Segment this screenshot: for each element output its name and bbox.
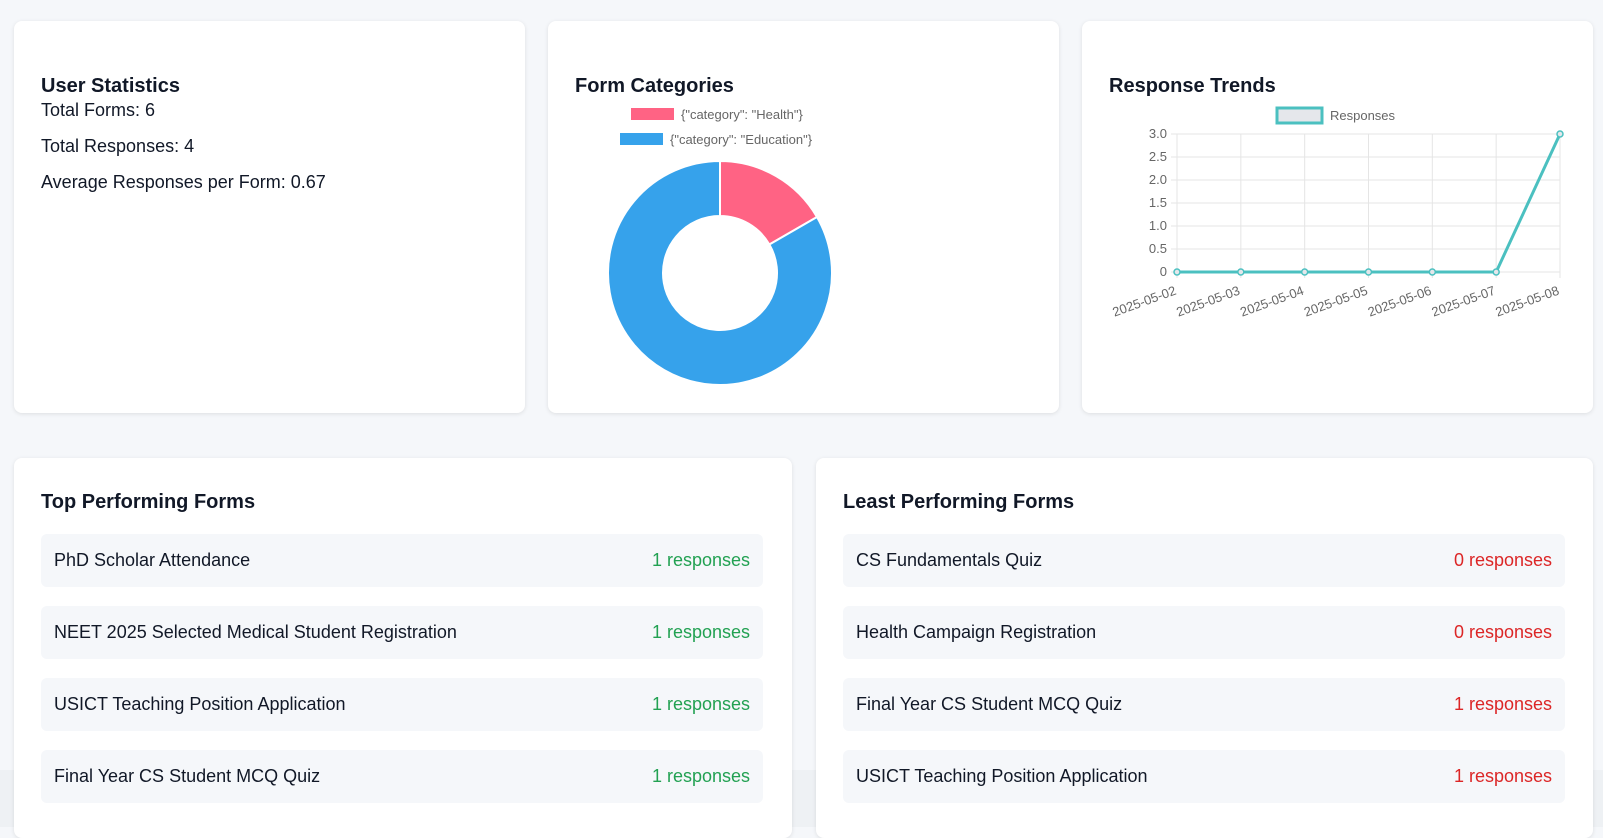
responses-legend-label: Responses bbox=[1330, 108, 1396, 123]
y-tick-label: 2.0 bbox=[1149, 172, 1167, 187]
response-count: 0 responses bbox=[1453, 622, 1552, 642]
y-tick-label: 0.5 bbox=[1149, 241, 1167, 256]
data-point[interactable] bbox=[1556, 130, 1564, 138]
form-categories-chart: {"category": "Health"} {"category": "Educ… bbox=[607, 107, 833, 386]
x-tick-label: 2025-05-06 bbox=[1366, 283, 1434, 320]
y-tick-label: 0 bbox=[1160, 264, 1167, 279]
data-point[interactable] bbox=[1428, 268, 1437, 276]
average-responses-stat: Average Responses per Form: 0.67 bbox=[41, 172, 326, 192]
y-tick-label: 2.5 bbox=[1149, 149, 1167, 164]
list-item[interactable]: NEET 2025 Selected Medical Student Regis… bbox=[41, 606, 763, 659]
top-performing-list: PhD Scholar Attendance 1 responses NEET … bbox=[41, 534, 763, 822]
x-tick-label: 2025-05-07 bbox=[1430, 283, 1498, 320]
form-name: NEET 2025 Selected Medical Student Regis… bbox=[54, 622, 457, 642]
form-categories-card: Form Categories {"category": "Health"} {"… bbox=[548, 21, 1059, 413]
list-item[interactable]: USICT Teaching Position Application 1 re… bbox=[843, 750, 1565, 803]
x-tick-label: 2025-05-08 bbox=[1493, 283, 1561, 320]
response-count: 1 responses bbox=[1453, 766, 1552, 786]
pie-legend-swatch bbox=[620, 133, 663, 145]
x-tick-label: 2025-05-04 bbox=[1238, 283, 1306, 320]
response-trends-chart: Responses 00.51.01.52.02.53.02025-05-022… bbox=[1110, 106, 1564, 320]
responses-legend-swatch bbox=[1275, 106, 1324, 125]
form-name: CS Fundamentals Quiz bbox=[856, 550, 1043, 570]
list-item[interactable]: USICT Teaching Position Application 1 re… bbox=[41, 678, 763, 731]
response-trends-title: Response Trends bbox=[1109, 75, 1276, 97]
total-responses-stat: Total Responses: 4 bbox=[41, 136, 195, 156]
list-item[interactable]: Health Campaign Registration 0 responses bbox=[843, 606, 1565, 659]
response-count: 0 responses bbox=[1453, 550, 1552, 570]
response-count: 1 responses bbox=[651, 766, 750, 786]
form-name: Health Campaign Registration bbox=[856, 622, 1097, 642]
list-item[interactable]: CS Fundamentals Quiz 0 responses bbox=[843, 534, 1565, 587]
pie-legend-label[interactable]: {"category": "Education"} bbox=[670, 132, 813, 147]
total-forms-stat: Total Forms: 6 bbox=[41, 100, 156, 120]
top-performing-forms-card: Top Performing Forms PhD Scholar Attenda… bbox=[14, 458, 792, 838]
data-point[interactable] bbox=[1492, 268, 1500, 276]
form-name: Final Year CS Student MCQ Quiz bbox=[54, 766, 321, 786]
form-name: PhD Scholar Attendance bbox=[54, 550, 251, 570]
user-statistics-card: User Statistics Total Forms: 6 Total Res… bbox=[14, 21, 525, 413]
y-tick-label: 3.0 bbox=[1149, 126, 1167, 141]
y-tick-label: 1.5 bbox=[1149, 195, 1167, 210]
x-tick-label: 2025-05-05 bbox=[1302, 283, 1370, 320]
form-name: USICT Teaching Position Application bbox=[54, 694, 346, 714]
form-name: USICT Teaching Position Application bbox=[856, 766, 1148, 786]
x-tick-label: 2025-05-03 bbox=[1174, 283, 1242, 320]
least-performing-forms-title: Least Performing Forms bbox=[843, 491, 1075, 513]
y-tick-label: 1.0 bbox=[1149, 218, 1167, 233]
response-count: 1 responses bbox=[1453, 694, 1552, 714]
form-name: Final Year CS Student MCQ Quiz bbox=[856, 694, 1123, 714]
pie-legend-swatch bbox=[631, 108, 674, 120]
list-item[interactable]: PhD Scholar Attendance 1 responses bbox=[41, 534, 763, 587]
least-performing-forms-card: Least Performing Forms CS Fundamentals Q… bbox=[816, 458, 1593, 838]
form-categories-title: Form Categories bbox=[575, 75, 734, 97]
response-count: 1 responses bbox=[651, 550, 750, 570]
data-point[interactable] bbox=[1364, 268, 1373, 276]
list-item[interactable]: Final Year CS Student MCQ Quiz 1 respons… bbox=[41, 750, 763, 803]
user-statistics-title: User Statistics bbox=[41, 75, 180, 97]
response-trends-card: Response Trends Responses 0 0.5 1.0 1.5 2.0 2… bbox=[1082, 21, 1593, 413]
data-point[interactable] bbox=[1237, 268, 1245, 276]
x-tick-label: 2025-05-02 bbox=[1110, 283, 1178, 320]
least-performing-list: CS Fundamentals Quiz 0 responses Health … bbox=[843, 534, 1565, 822]
pie-legend-label[interactable]: {"category": "Health"} bbox=[681, 107, 803, 122]
data-point[interactable] bbox=[1173, 268, 1181, 276]
top-performing-forms-title: Top Performing Forms bbox=[41, 491, 256, 513]
response-count: 1 responses bbox=[651, 694, 750, 714]
data-point[interactable] bbox=[1300, 268, 1309, 276]
response-count: 1 responses bbox=[651, 622, 750, 642]
pie-slice[interactable] bbox=[607, 159, 833, 386]
list-item[interactable]: Final Year CS Student MCQ Quiz 1 respons… bbox=[843, 678, 1565, 731]
